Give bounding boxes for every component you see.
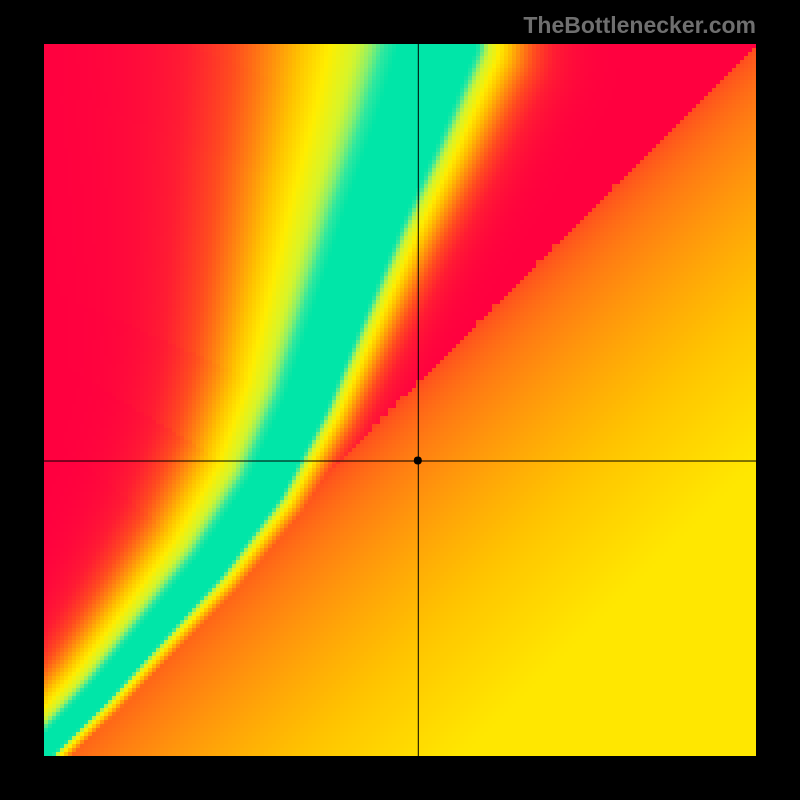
- watermark-text: TheBottlenecker.com: [523, 12, 756, 39]
- bottleneck-heatmap: [44, 44, 756, 756]
